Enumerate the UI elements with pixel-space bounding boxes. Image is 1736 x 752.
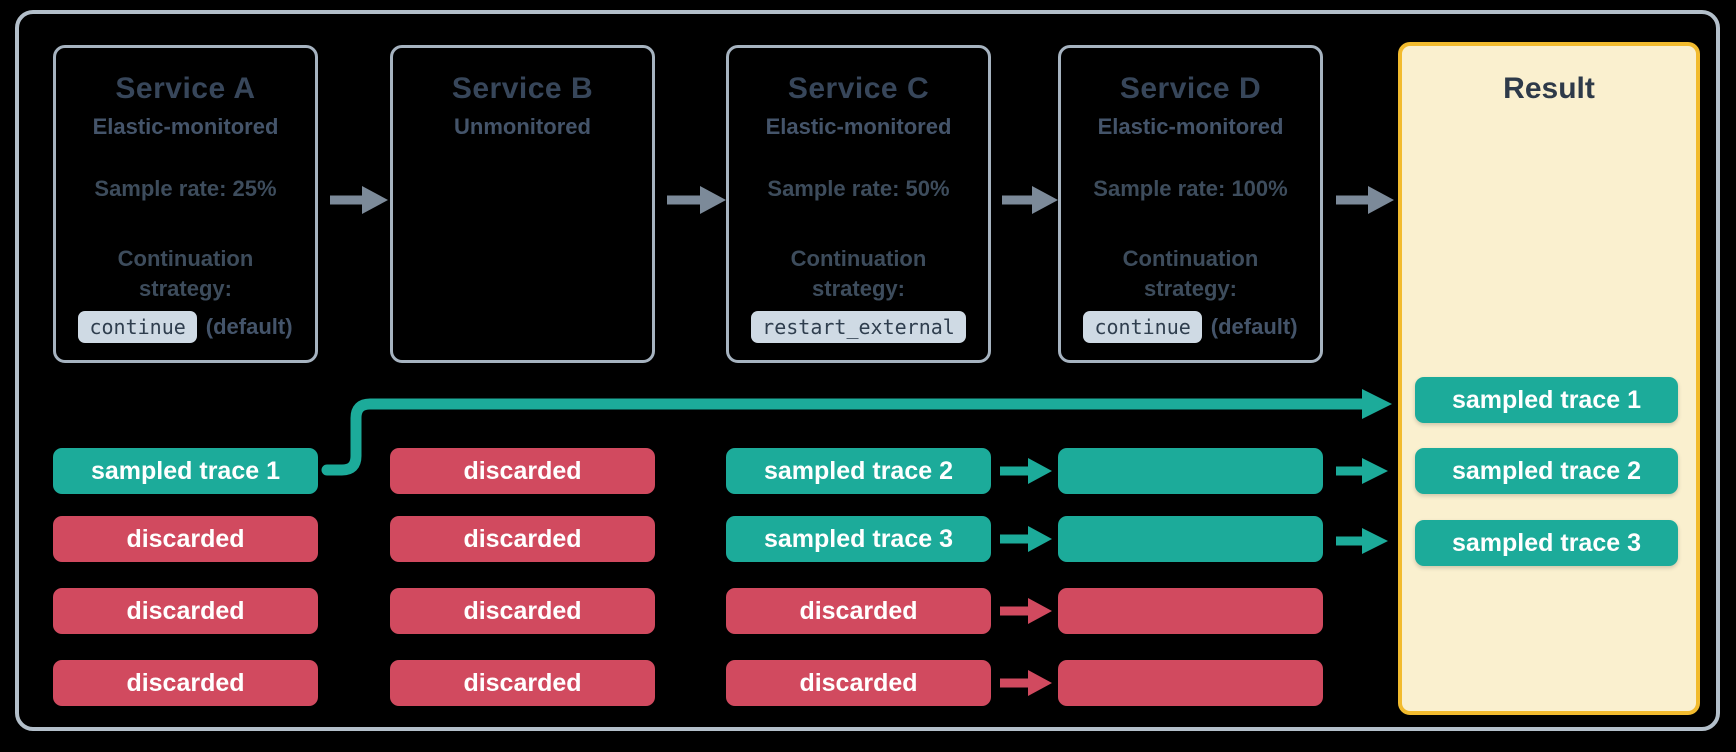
service-d-title: Service D	[1119, 72, 1262, 105]
outer-frame	[15, 10, 1720, 731]
service-b-card: Service B Unmonitored	[390, 45, 655, 363]
continuation-line2: strategy:	[139, 276, 232, 301]
trace-pill-b-row3: discarded	[390, 588, 655, 634]
trace-pill-d-row4	[1058, 660, 1323, 706]
service-c-sample-rate: Sample rate: 50%	[767, 176, 950, 201]
continuation-line1: Continuation	[1122, 246, 1259, 271]
trace-pill-c-row4: discarded	[726, 660, 991, 706]
continuation-line1: Continuation	[790, 246, 927, 271]
service-c-subtitle: Elastic-monitored	[765, 114, 952, 139]
trace-pill-a-row2: discarded	[53, 516, 318, 562]
service-c-strategy-row: restart_external	[729, 311, 988, 343]
trace-pill-a-row3: discarded	[53, 588, 318, 634]
result-card: Result sampled trace 1 sampled trace 2 s…	[1398, 42, 1700, 715]
service-a-continuation-label: Continuation strategy:	[56, 244, 315, 304]
service-a-card: Service A Elastic-monitored Sample rate:…	[53, 45, 318, 363]
result-trace-pill-3: sampled trace 3	[1415, 520, 1678, 566]
result-trace-pill-2: sampled trace 2	[1415, 448, 1678, 494]
service-d-strategy-row: continue (default)	[1061, 311, 1320, 343]
continuation-line2: strategy:	[1144, 276, 1237, 301]
service-d-card: Service D Elastic-monitored Sample rate:…	[1058, 45, 1323, 363]
service-a-strategy-code: continue	[78, 311, 197, 343]
service-a-title: Service A	[115, 72, 256, 105]
trace-pill-d-row1	[1058, 448, 1323, 494]
service-c-title: Service C	[787, 72, 930, 105]
trace-pill-c-row3: discarded	[726, 588, 991, 634]
service-b-title: Service B	[451, 72, 594, 105]
trace-pill-c-row2: sampled trace 3	[726, 516, 991, 562]
service-c-strategy-code: restart_external	[751, 311, 966, 343]
service-d-continuation-label: Continuation strategy:	[1061, 244, 1320, 304]
service-c-continuation-label: Continuation strategy:	[729, 244, 988, 304]
trace-pill-a-row1: sampled trace 1	[53, 448, 318, 494]
trace-pill-b-row1: discarded	[390, 448, 655, 494]
trace-pill-c-row1: sampled trace 2	[726, 448, 991, 494]
service-d-subtitle: Elastic-monitored	[1097, 114, 1284, 139]
service-d-sample-rate: Sample rate: 100%	[1093, 176, 1288, 201]
service-d-strategy-code: continue	[1083, 311, 1202, 343]
trace-pill-a-row4: discarded	[53, 660, 318, 706]
service-a-strategy-suffix: (default)	[205, 314, 293, 339]
trace-pill-d-row3	[1058, 588, 1323, 634]
continuation-line1: Continuation	[117, 246, 254, 271]
service-c-card: Service C Elastic-monitored Sample rate:…	[726, 45, 991, 363]
service-a-sample-rate: Sample rate: 25%	[94, 176, 277, 201]
service-d-strategy-suffix: (default)	[1210, 314, 1298, 339]
continuation-line2: strategy:	[812, 276, 905, 301]
service-a-subtitle: Elastic-monitored	[92, 114, 279, 139]
trace-pill-d-row2	[1058, 516, 1323, 562]
service-b-subtitle: Unmonitored	[454, 114, 591, 139]
trace-pill-b-row4: discarded	[390, 660, 655, 706]
service-a-strategy-row: continue (default)	[56, 311, 315, 343]
result-trace-pill-1: sampled trace 1	[1415, 377, 1678, 423]
result-title: Result	[1503, 72, 1595, 105]
trace-pill-b-row2: discarded	[390, 516, 655, 562]
